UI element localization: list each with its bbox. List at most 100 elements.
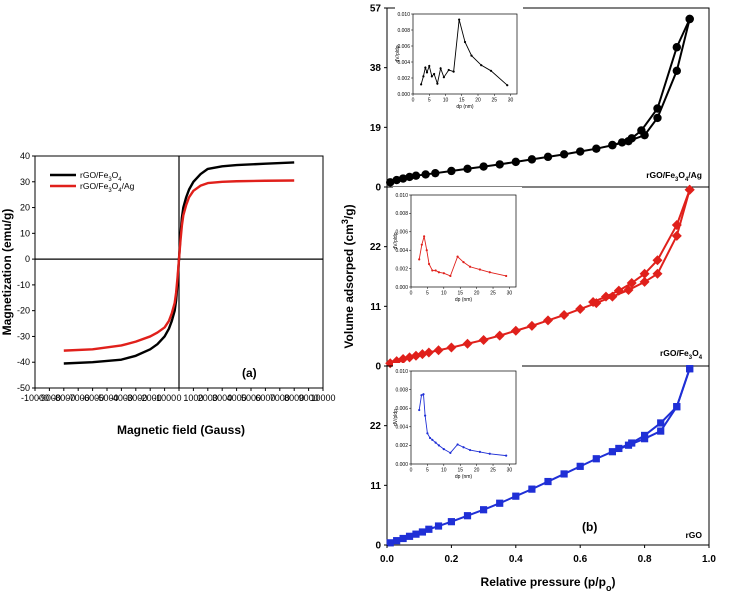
inset-point bbox=[422, 393, 425, 396]
x-tick-label: 5000 bbox=[241, 393, 261, 403]
data-point bbox=[405, 172, 414, 182]
y-tick-label: 20 bbox=[20, 203, 30, 213]
inset-point bbox=[505, 454, 508, 457]
inset-y-tick-label: 0.006 bbox=[395, 406, 408, 412]
inset-point bbox=[425, 249, 428, 252]
inset-point bbox=[468, 448, 472, 452]
data-point bbox=[478, 334, 489, 345]
data-point bbox=[418, 528, 427, 536]
x-tick-label: 0.6 bbox=[573, 554, 587, 565]
inset-y-tick-label: 0.002 bbox=[395, 443, 408, 449]
inset-y-tick-label: 0.008 bbox=[397, 28, 410, 34]
legend-label: rGO/Fe3O4 bbox=[80, 170, 122, 183]
y-axis-label: Magnetization (emu/g) bbox=[0, 209, 14, 336]
data-point bbox=[386, 178, 395, 187]
data-point bbox=[652, 268, 663, 279]
data-point bbox=[560, 470, 568, 478]
stacked-panel: 0 19 38 57 rGO/Fe3O4/Ag 0 5 10 15 20 25 30 0.000 0.00… bbox=[370, 4, 710, 194]
data-point bbox=[393, 537, 401, 545]
data-point bbox=[559, 150, 569, 159]
inset-x-tick-label: 25 bbox=[490, 291, 496, 297]
label-subscript: 3 bbox=[675, 177, 679, 183]
label-part: rGO/Fe bbox=[646, 170, 675, 180]
label-subscript: 3 bbox=[108, 177, 112, 183]
stacked-panel: 0 11 22 rGO 0 5 10 15 20 25 30 0.000 0.002 0.004 0.006… bbox=[370, 363, 710, 552]
data-point bbox=[411, 171, 421, 180]
inset-x-tick-label: 30 bbox=[507, 291, 513, 297]
data-point bbox=[617, 138, 627, 147]
inset-point bbox=[488, 452, 491, 455]
label-superscript: 3 bbox=[340, 219, 350, 224]
data-point bbox=[527, 155, 537, 164]
panel-a-label: (a) bbox=[242, 366, 257, 380]
inset-x-tick-label: 10 bbox=[441, 468, 447, 474]
inset-x-tick-label: 5 bbox=[426, 468, 429, 474]
y-tick-label: 22 bbox=[370, 242, 382, 253]
inset-y-label: dV/pldp bbox=[393, 232, 399, 249]
inset-y-tick-label: 0.000 bbox=[395, 285, 408, 291]
data-point bbox=[639, 268, 650, 279]
data-point bbox=[479, 162, 488, 171]
data-point bbox=[576, 147, 585, 156]
label-part: O bbox=[112, 170, 119, 180]
inset-x-label: dp (nm) bbox=[455, 297, 473, 303]
data-point bbox=[673, 403, 681, 411]
y-tick-label: 0 bbox=[25, 254, 30, 264]
data-point bbox=[653, 113, 662, 123]
data-point bbox=[653, 104, 662, 113]
data-point bbox=[512, 492, 520, 500]
y-tick-label: 11 bbox=[370, 302, 381, 313]
inset-x-tick-label: 20 bbox=[474, 468, 480, 474]
inset-y-tick-label: 0.008 bbox=[395, 387, 408, 393]
y-tick-label: -10 bbox=[17, 280, 30, 290]
y-tick-label: 57 bbox=[370, 4, 382, 15]
inset-x-tick-label: 20 bbox=[474, 291, 480, 297]
y-tick-label: 0 bbox=[375, 362, 381, 373]
inset-frame bbox=[412, 13, 518, 95]
data-point bbox=[405, 532, 414, 540]
inset-point bbox=[425, 71, 429, 74]
data-point bbox=[600, 291, 611, 302]
inset-background bbox=[393, 187, 522, 305]
data-point bbox=[412, 530, 420, 538]
label-subscript: 4 bbox=[118, 188, 122, 194]
data-point bbox=[657, 419, 665, 427]
y-tick-label: 10 bbox=[20, 228, 30, 238]
label-subscript: 4 bbox=[685, 177, 689, 183]
x-tick-label: -8000 bbox=[52, 393, 75, 403]
inset-point bbox=[506, 84, 509, 87]
inset-point bbox=[505, 274, 508, 278]
label-part: Relative pressure (p/p bbox=[481, 575, 606, 589]
data-point bbox=[626, 278, 637, 289]
data-point bbox=[588, 296, 599, 307]
data-point bbox=[447, 518, 455, 526]
sample-label: rGO bbox=[685, 530, 702, 540]
y-tick-label: 40 bbox=[20, 151, 30, 161]
inset-y-tick-label: 0.002 bbox=[397, 76, 410, 82]
inset-point bbox=[420, 83, 423, 86]
data-point bbox=[423, 347, 434, 358]
y-tick-label: 38 bbox=[370, 63, 382, 74]
inset-y-tick-label: 0.000 bbox=[397, 92, 410, 98]
inset-frame bbox=[410, 370, 517, 465]
label-part: O bbox=[112, 181, 119, 191]
inset-point bbox=[480, 64, 483, 67]
inset-point bbox=[436, 82, 439, 85]
data-point bbox=[463, 512, 472, 520]
data-point bbox=[686, 365, 694, 373]
x-tick-label: -3000 bbox=[124, 393, 147, 403]
x-tick-label: -5000 bbox=[95, 393, 118, 403]
inset-x-tick-label: 20 bbox=[475, 98, 481, 104]
inset-y-tick-label: 0.000 bbox=[395, 462, 408, 468]
data-point bbox=[543, 315, 553, 326]
label-part: O bbox=[692, 348, 699, 358]
inset-x-tick-label: 30 bbox=[507, 468, 513, 474]
data-point bbox=[592, 144, 601, 153]
y-tick-label: 0 bbox=[375, 183, 381, 194]
sample-label: rGO/Fe3O4/Ag bbox=[646, 170, 702, 183]
inset-x-label: dp (nm) bbox=[455, 474, 473, 480]
label-part: rGO/Fe bbox=[660, 348, 689, 358]
inset-x-tick-label: 0 bbox=[410, 291, 413, 297]
label-subscript: 3 bbox=[108, 188, 112, 194]
